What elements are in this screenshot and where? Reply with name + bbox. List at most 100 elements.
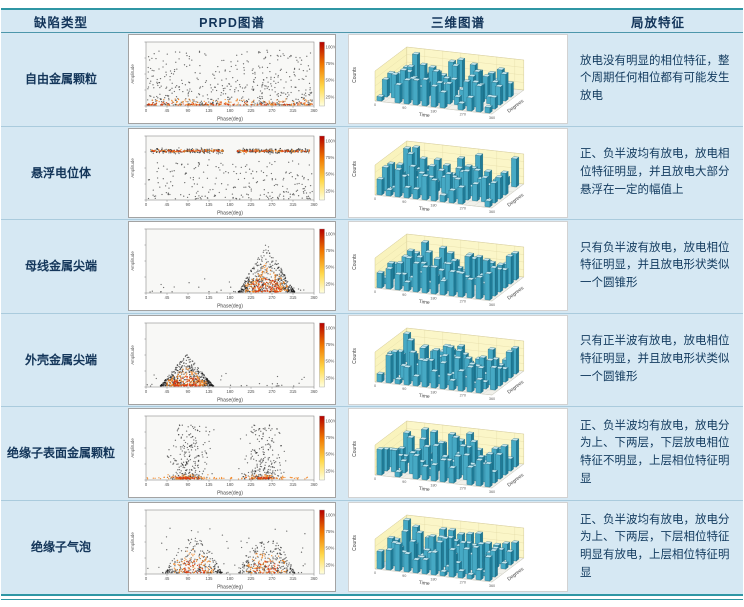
svg-text:360: 360 — [489, 116, 495, 120]
svg-text:100%: 100% — [326, 325, 336, 330]
svg-text:180: 180 — [227, 108, 235, 113]
svg-text:0: 0 — [374, 384, 376, 388]
svg-text:0: 0 — [145, 482, 148, 487]
svg-text:270: 270 — [269, 389, 277, 394]
svg-text:90: 90 — [186, 108, 191, 113]
svg-text:360: 360 — [311, 389, 319, 394]
svg-text:45: 45 — [165, 202, 170, 207]
svg-text:135: 135 — [206, 295, 214, 300]
svg-text:315: 315 — [290, 482, 298, 487]
svg-text:75%: 75% — [326, 342, 335, 347]
prpd-chart-cell: 0 45 90 135 180 225 270 315 360 Phase(deg) Amplitu… — [121, 220, 343, 313]
discharge-feature-text: 正、负半波均有放电，放电分为上、下两层，下层相位特征明显有放电，上层相位特征明显 — [580, 513, 730, 580]
svg-text:225: 225 — [248, 108, 256, 113]
svg-text:90: 90 — [186, 389, 191, 394]
svg-text:Counts: Counts — [352, 67, 358, 83]
svg-text:50%: 50% — [326, 78, 335, 83]
svg-text:75%: 75% — [326, 61, 335, 66]
svg-text:25%: 25% — [326, 188, 335, 193]
defect-type-label: 外壳金属尖端 — [24, 352, 97, 367]
svg-text:360: 360 — [311, 482, 319, 487]
threed-chart: Counts 0 90 180 270 360 Time Degrees — [348, 408, 568, 499]
prpd-chart-cell: 0 45 90 135 180 225 270 315 360 Phase(deg) Amplitu… — [121, 33, 343, 126]
svg-text:Phase(deg): Phase(deg) — [217, 304, 243, 310]
prpd-chart: 0 45 90 135 180 225 270 315 360 Phase(deg) Amplitu… — [128, 221, 336, 312]
svg-text:Counts: Counts — [352, 347, 358, 363]
svg-text:180: 180 — [227, 482, 235, 487]
svg-text:0: 0 — [374, 197, 376, 201]
discharge-feature-text: 只有负半波有放电，放电相位特征明显，并且放电形状类似一个圆锥形 — [580, 241, 730, 290]
table-row: 绝缘子气泡 0 45 90 135 180 225 270 315 360 Phase(deg) A… — [1, 501, 743, 595]
svg-text:0: 0 — [374, 290, 376, 294]
svg-text:225: 225 — [248, 482, 256, 487]
svg-text:Time: Time — [418, 393, 430, 400]
svg-text:45: 45 — [165, 108, 170, 113]
discharge-feature-text: 正、负半波均有放电，放电相位特征明显，并且放电大部分悬浮在一定的幅值上 — [580, 148, 730, 196]
svg-text:100%: 100% — [326, 45, 336, 50]
svg-text:270: 270 — [460, 393, 466, 397]
svg-text:Time: Time — [418, 299, 430, 306]
svg-text:180: 180 — [430, 297, 436, 301]
threed-chart-cell: Counts 0 90 180 270 360 Time Degrees — [343, 220, 573, 313]
table-row: 自由金属颗粒 0 45 90 135 180 225 270 315 360 Phase(deg)… — [1, 33, 743, 127]
defect-type-label: 绝缘子表面金属颗粒 — [6, 446, 115, 461]
svg-text:90: 90 — [186, 295, 191, 300]
svg-text:Time: Time — [418, 112, 430, 119]
svg-text:135: 135 — [206, 482, 214, 487]
svg-text:90: 90 — [186, 482, 191, 487]
svg-text:360: 360 — [489, 210, 495, 214]
defect-type-label: 绝缘子气泡 — [30, 540, 91, 555]
svg-text:75%: 75% — [326, 155, 335, 160]
discharge-feature-text: 放电没有明显的相位特征，整个周期任何相位都有可能发生放电 — [580, 54, 730, 103]
svg-text:90: 90 — [402, 106, 406, 110]
svg-text:225: 225 — [248, 389, 256, 394]
svg-text:315: 315 — [290, 295, 298, 300]
svg-text:135: 135 — [206, 389, 214, 394]
svg-text:50%: 50% — [326, 171, 335, 176]
discharge-feature-text: 正、负半波均有放电，放电分为上、下两层，下层放电相位特征不明显，上层相位特征明显 — [580, 419, 730, 486]
svg-text:25%: 25% — [326, 375, 335, 380]
svg-text:180: 180 — [227, 389, 235, 394]
prpd-chart: 0 45 90 135 180 225 270 315 360 Phase(deg) Amplitu… — [128, 502, 336, 593]
threed-chart: Counts 0 90 180 270 360 Time Degrees — [348, 34, 568, 125]
svg-text:90: 90 — [186, 202, 191, 207]
header-pd-feature: 局放特征 — [630, 15, 685, 30]
svg-text:315: 315 — [290, 108, 298, 113]
threed-chart-cell: Counts 0 90 180 270 360 Time Degrees — [343, 127, 573, 220]
table-row: 悬浮电位体 0 45 90 135 180 225 270 315 360 Phase(deg) A… — [1, 127, 743, 220]
svg-text:50%: 50% — [326, 265, 335, 270]
svg-text:Phase(deg): Phase(deg) — [217, 397, 243, 403]
svg-text:Amplitude: Amplitude — [130, 157, 135, 177]
svg-text:0: 0 — [145, 295, 148, 300]
svg-text:0: 0 — [145, 108, 148, 113]
header-prpd-spectrum: PRPD图谱 — [199, 15, 265, 30]
svg-text:270: 270 — [269, 202, 277, 207]
discharge-feature-text: 只有正半波有放电，放电相位特征明显，并且放电形状类似一个圆锥形 — [580, 335, 730, 383]
defect-type-label: 悬浮电位体 — [30, 165, 91, 180]
svg-text:180: 180 — [227, 202, 235, 207]
svg-text:225: 225 — [248, 202, 256, 207]
svg-text:Amplitude: Amplitude — [130, 64, 135, 84]
svg-text:Time: Time — [418, 206, 430, 213]
svg-text:Amplitude: Amplitude — [130, 438, 135, 458]
threed-chart-cell: Counts 0 90 180 270 360 Time Degrees — [343, 314, 573, 407]
svg-text:225: 225 — [248, 295, 256, 300]
threed-chart: Counts 0 90 180 270 360 Time Degrees — [348, 502, 568, 593]
svg-text:360: 360 — [489, 303, 495, 307]
threed-chart-cell: Counts 0 90 180 270 360 Time Degrees — [343, 33, 573, 126]
prpd-chart: 0 45 90 135 180 225 270 315 360 Phase(deg) Amplitu… — [128, 34, 336, 125]
svg-text:Counts: Counts — [352, 254, 358, 270]
svg-text:25%: 25% — [326, 95, 335, 100]
prpd-chart-cell: 0 45 90 135 180 225 270 315 360 Phase(deg) Amplitu… — [121, 501, 343, 595]
svg-text:360: 360 — [311, 295, 319, 300]
svg-text:135: 135 — [206, 108, 214, 113]
threed-chart: Counts 0 90 180 270 360 Time Degrees — [348, 127, 568, 218]
svg-text:360: 360 — [311, 202, 319, 207]
prpd-chart-cell: 0 45 90 135 180 225 270 315 360 Phase(deg) Amplitu… — [121, 127, 343, 220]
svg-text:270: 270 — [269, 108, 277, 113]
svg-text:90: 90 — [402, 387, 406, 391]
svg-text:270: 270 — [269, 482, 277, 487]
table-row: 绝缘子表面金属颗粒 0 45 90 135 180 225 270 315 360 Phase(d… — [1, 407, 743, 501]
svg-text:Counts: Counts — [352, 160, 358, 176]
table-header-row: 缺陷类型 PRPD图谱 三维图谱 局放特征 — [1, 10, 743, 33]
